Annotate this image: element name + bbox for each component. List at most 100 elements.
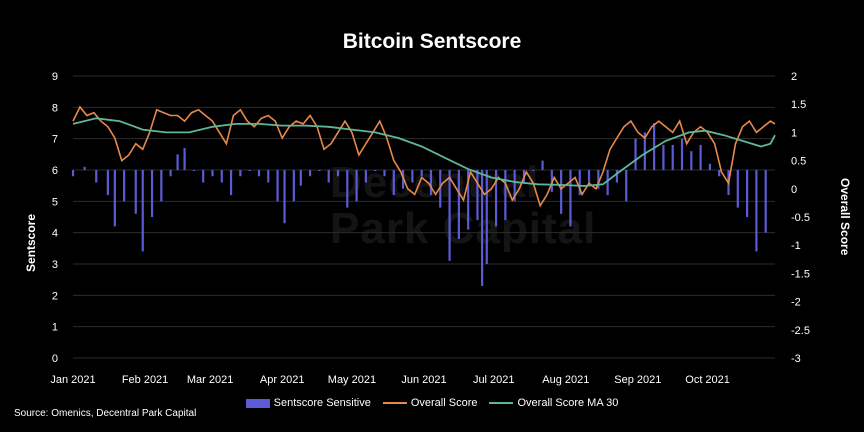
legend-label-ma: Overall Score MA 30 [517,397,619,409]
left-tick-label: 7 [52,134,58,146]
bar [411,170,414,183]
bar [150,170,154,217]
bar [83,166,86,170]
right-tick-label: -2.5 [791,325,810,337]
bar [755,170,758,252]
legend: Sentscore Sensitive Overall Score Overal… [0,397,864,409]
bar [587,170,591,183]
left-tick-label: 2 [52,290,58,302]
bar [183,148,186,170]
bar [364,170,367,183]
bar [383,170,386,177]
legend-item-sentscore: Sentscore Sensitive [245,397,371,409]
bar [429,170,433,196]
right-tick-label: -3 [791,353,801,365]
bar [643,132,646,170]
legend-swatch-ma [489,402,514,404]
bar [680,138,684,170]
bar [299,170,302,186]
bar [569,170,572,227]
left-axis-title: Sentscore [24,213,38,272]
bar [625,170,628,202]
left-tick-label: 0 [52,353,58,365]
bar [141,170,144,252]
left-tick-label: 1 [52,322,58,334]
left-tick-label: 3 [52,259,58,271]
bar [634,138,637,170]
source-note: Source: Omenics, Decentral Park Capital [14,408,197,419]
bar [708,163,712,170]
right-axis-title: Overall Score [838,178,852,256]
x-tick-label: Jan 2021 [50,374,95,386]
x-tick-label: Aug 2021 [542,374,589,386]
bar [448,170,451,261]
bar [736,170,739,208]
bar [746,170,749,217]
right-tick-label: -1 [791,240,801,252]
right-tick-label: 0.5 [791,156,806,168]
bar [485,170,488,264]
bar [476,170,479,221]
bar [355,170,358,202]
bar [597,170,600,189]
bar [220,170,223,183]
left-tick-label: 6 [52,165,58,177]
x-tick-label: Feb 2021 [122,374,168,386]
chart-title: Bitcoin Sentscore [342,30,522,53]
right-tick-label: -1.5 [791,268,810,280]
bar [653,123,656,170]
legend-label-overall: Overall Score [410,397,478,409]
legend-item-overall: Overall Score [382,397,478,409]
bar [327,170,330,183]
bar [169,170,172,177]
bar [239,170,242,177]
x-tick-label: May 2021 [328,374,376,386]
x-tick-label: Sep 2021 [614,374,661,386]
bar [541,160,544,170]
watermark-line-2: Park Capital [330,204,597,253]
bar [95,170,98,183]
bar [481,170,484,286]
bar [160,170,163,202]
bar [718,170,721,177]
bar [699,144,702,170]
bar [176,154,179,170]
left-tick-label: 9 [52,71,58,83]
bar [248,170,251,171]
overall-score-ma30-line [72,117,776,187]
x-tick-label: Oct 2021 [685,374,730,386]
right-tick-label: 1.5 [791,99,806,111]
bar [113,170,116,227]
bar [318,170,321,171]
right-tick-label: 1 [791,127,797,139]
bar [420,170,423,177]
bar [606,170,609,196]
bar [346,170,349,208]
legend-swatch-overall [382,402,407,404]
bar [308,170,312,177]
left-tick-label: 5 [52,196,58,208]
bar [439,170,442,208]
x-tick-label: Apr 2021 [260,374,305,386]
bar [560,170,563,214]
bar [106,170,109,196]
left-tick-label: 4 [52,228,58,240]
bar [211,170,214,177]
bar [467,170,470,230]
bar [764,170,767,233]
bar [494,170,498,227]
bar [504,170,507,221]
right-tick-label: -0.5 [791,212,810,224]
bar [292,170,295,202]
bar [690,151,693,170]
left-tick-label: 8 [52,102,58,114]
overall-score-line [72,105,776,208]
x-tick-label: Jun 2021 [401,374,446,386]
right-tick-label: 2 [791,71,797,83]
x-tick-label: Mar 2021 [187,374,233,386]
bar [257,170,261,177]
bar [532,170,535,171]
bar [578,170,581,196]
x-tick-label: Jul 2021 [473,374,515,386]
